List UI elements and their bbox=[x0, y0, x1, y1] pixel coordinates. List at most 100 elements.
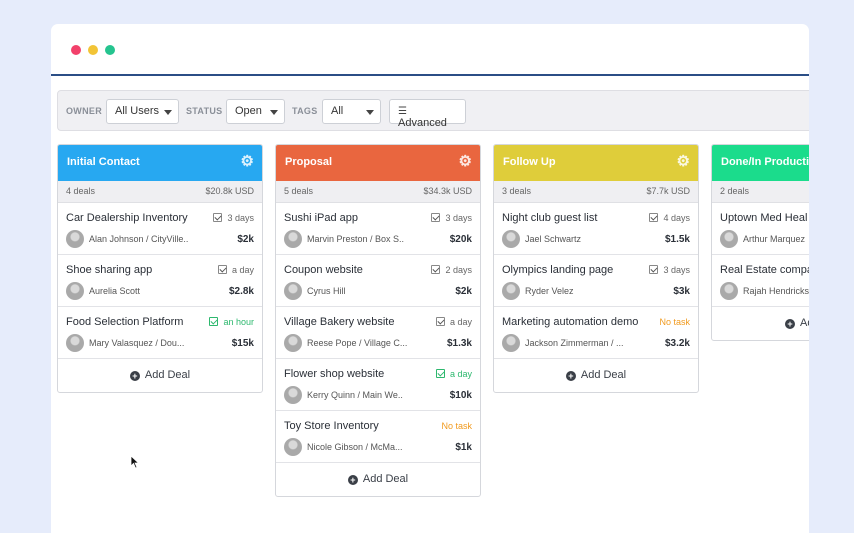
deal-title: Flower shop website bbox=[284, 368, 385, 380]
tags-filter-select[interactable]: All bbox=[322, 99, 381, 124]
status-filter-select[interactable]: Open bbox=[226, 99, 285, 124]
deal-value: $3k bbox=[673, 286, 690, 297]
deal-card[interactable]: Toy Store Inventory No task Nicole Gibso… bbox=[276, 411, 480, 463]
deal-due: an hour bbox=[209, 317, 254, 327]
plus-circle-icon: + bbox=[785, 319, 795, 329]
avatar bbox=[720, 230, 738, 248]
task-check-icon bbox=[431, 265, 441, 274]
deal-total: $20.8k USD bbox=[205, 186, 254, 196]
avatar bbox=[284, 282, 302, 300]
deal-due: 4 days bbox=[649, 213, 690, 223]
avatar bbox=[502, 282, 520, 300]
deal-card[interactable]: Shoe sharing app a day Aurelia Scott $2.… bbox=[58, 255, 262, 307]
column-header: Done/In Production bbox=[712, 145, 809, 181]
close-window-dot[interactable] bbox=[71, 45, 81, 55]
task-check-icon bbox=[649, 213, 659, 222]
task-check-icon bbox=[431, 213, 441, 222]
deal-title: Toy Store Inventory bbox=[284, 420, 379, 432]
deal-card[interactable]: Night club guest list 4 days Jael Schwar… bbox=[494, 203, 698, 255]
deal-total: $34.3k USD bbox=[423, 186, 472, 196]
deal-contact: Alan Johnson / CityVille.. bbox=[89, 234, 189, 244]
deal-value: $10k bbox=[449, 390, 472, 401]
owner-filter-select[interactable]: All Users bbox=[106, 99, 179, 124]
chevron-down-icon bbox=[366, 110, 374, 115]
gear-icon[interactable]: ⚙ bbox=[458, 153, 472, 170]
deal-title: Village Bakery website bbox=[284, 316, 395, 328]
deal-count: 5 deals bbox=[284, 186, 314, 196]
gear-icon[interactable]: ⚙ bbox=[240, 153, 254, 170]
pipeline-column-done: Done/In Production 2 deals Uptown Med He… bbox=[711, 144, 809, 341]
deal-due: No task bbox=[441, 421, 472, 431]
column-header: Initial Contact ⚙ bbox=[58, 145, 262, 181]
minimize-window-dot[interactable] bbox=[88, 45, 98, 55]
deal-card[interactable]: Coupon website 2 days Cyrus Hill $2k bbox=[276, 255, 480, 307]
maximize-window-dot[interactable] bbox=[105, 45, 115, 55]
chevron-down-icon bbox=[270, 110, 278, 115]
deal-contact: Mary Valasquez / Dou... bbox=[89, 338, 185, 348]
deal-card[interactable]: Marketing automation demo No task Jackso… bbox=[494, 307, 698, 359]
avatar bbox=[284, 386, 302, 404]
deal-title: Real Estate compa bbox=[720, 264, 809, 276]
add-deal-label: Add Deal bbox=[144, 369, 191, 381]
column-title: Proposal bbox=[285, 156, 333, 168]
deal-title: Food Selection Platform bbox=[66, 316, 184, 328]
deal-value: $2.8k bbox=[228, 286, 254, 297]
deal-card[interactable]: Village Bakery website a day Reese Pope … bbox=[276, 307, 480, 359]
advanced-filter-button[interactable]: ☰Advanced bbox=[389, 99, 466, 129]
add-deal-button[interactable]: + Add Deal bbox=[494, 359, 698, 392]
deal-card[interactable]: Olympics landing page 3 days Ryder Velez… bbox=[494, 255, 698, 307]
column-title: Initial Contact bbox=[67, 156, 140, 168]
status-filter-label: STATUS bbox=[186, 106, 223, 116]
task-check-icon bbox=[209, 317, 219, 326]
advanced-filter-label: Advanced bbox=[398, 117, 447, 129]
column-title: Done/In Production bbox=[721, 156, 809, 168]
deal-card[interactable]: Real Estate compa Rajah Hendricks bbox=[712, 255, 809, 307]
deal-due: 3 days bbox=[649, 265, 690, 275]
tags-filter-value: All bbox=[331, 105, 344, 117]
deal-card[interactable]: Uptown Med Heal Arthur Marquez bbox=[712, 203, 809, 255]
deal-title: Coupon website bbox=[284, 264, 363, 276]
deal-card[interactable]: Flower shop website a day Kerry Quinn / … bbox=[276, 359, 480, 411]
deal-card[interactable]: Sushi iPad app 3 days Marvin Preston / B… bbox=[276, 203, 480, 255]
avatar bbox=[502, 230, 520, 248]
add-deal-button[interactable]: + Ad bbox=[712, 307, 809, 340]
owner-filter-label: OWNER bbox=[66, 106, 102, 116]
filter-bar: OWNER All Users STATUS Open TAGS All ☰Ad… bbox=[57, 90, 809, 131]
deal-count: 2 deals bbox=[720, 186, 750, 196]
deal-due: 3 days bbox=[213, 213, 254, 223]
deal-value: $20k bbox=[449, 234, 472, 245]
deal-total: $7.7k USD bbox=[646, 186, 690, 196]
deal-title: Sushi iPad app bbox=[284, 212, 358, 224]
column-summary: 3 deals $7.7k USD bbox=[494, 181, 698, 203]
avatar bbox=[284, 438, 302, 456]
deal-due: a day bbox=[217, 265, 254, 275]
task-check-icon bbox=[649, 265, 659, 274]
deal-due: a day bbox=[435, 317, 472, 327]
avatar bbox=[720, 282, 738, 300]
avatar bbox=[66, 230, 84, 248]
deal-contact: Reese Pope / Village C... bbox=[307, 338, 408, 348]
plus-circle-icon: + bbox=[129, 371, 140, 381]
deal-card[interactable]: Food Selection Platform an hour Mary Val… bbox=[58, 307, 262, 359]
deal-card[interactable]: Car Dealership Inventory 3 days Alan Joh… bbox=[58, 203, 262, 255]
deal-title: Olympics landing page bbox=[502, 264, 614, 276]
add-deal-label: Ad bbox=[800, 317, 809, 329]
column-summary: 2 deals bbox=[712, 181, 809, 203]
deal-due: a day bbox=[435, 369, 472, 379]
deal-value: $1.3k bbox=[446, 338, 472, 349]
deal-value: $2k bbox=[455, 286, 472, 297]
deal-due: 2 days bbox=[431, 265, 472, 275]
avatar bbox=[66, 334, 84, 352]
task-check-icon bbox=[435, 369, 445, 378]
avatar bbox=[284, 230, 302, 248]
add-deal-button[interactable]: + Add Deal bbox=[276, 463, 480, 496]
tags-filter-label: TAGS bbox=[292, 106, 318, 116]
deal-due: 3 days bbox=[431, 213, 472, 223]
add-deal-button[interactable]: + Add Deal bbox=[58, 359, 262, 392]
gear-icon[interactable]: ⚙ bbox=[676, 153, 690, 170]
pipeline-column-follow-up: Follow Up ⚙ 3 deals $7.7k USD Night club… bbox=[493, 144, 699, 393]
deal-title: Marketing automation demo bbox=[502, 316, 639, 328]
deal-count: 3 deals bbox=[502, 186, 532, 196]
status-filter-value: Open bbox=[235, 105, 262, 117]
column-header: Follow Up ⚙ bbox=[494, 145, 698, 181]
